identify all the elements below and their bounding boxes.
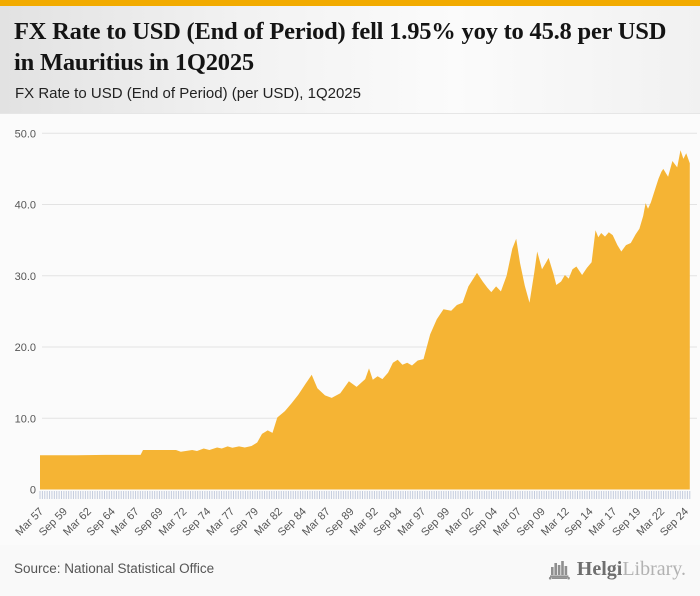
- y-axis-label: 50.0: [15, 128, 36, 140]
- chart-region: 50.0 40.0 30.0 20.0 10.0 0 Mar 57 Sep 59 Mar 62 S…: [0, 114, 700, 545]
- helgi-library-logo[interactable]: HelgiLibrary.: [548, 558, 686, 580]
- source-note: Source: National Statistical Office: [14, 561, 215, 576]
- y-axis-label: 0: [30, 485, 36, 497]
- fx-rate-area-series: [40, 150, 690, 490]
- y-axis-label: 30.0: [15, 271, 36, 283]
- y-axis-label: 20.0: [15, 342, 36, 354]
- helgi-bar-chart-icon: [548, 558, 572, 580]
- page-title: FX Rate to USD (End of Period) fell 1.95…: [14, 18, 667, 76]
- chart-header: FX Rate to USD (End of Period) fell 1.95…: [0, 6, 700, 114]
- accent-top-bar: [0, 0, 700, 6]
- logo-text-helgi: Helgi: [576, 557, 623, 580]
- y-axis-label: 40.0: [15, 200, 36, 212]
- logo-text-library: Library.: [622, 557, 686, 580]
- chart-subtitle: FX Rate to USD (End of Period) (per USD)…: [15, 85, 361, 102]
- chart-footer: Source: National Statistical Office: [0, 545, 700, 596]
- y-axis-label: 10.0: [15, 413, 36, 425]
